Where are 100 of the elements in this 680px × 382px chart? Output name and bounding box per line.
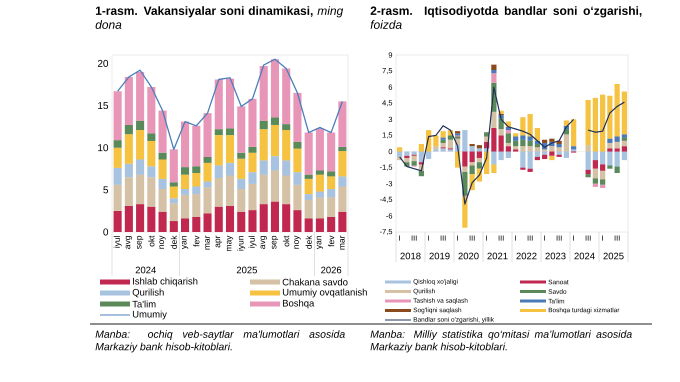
bar <box>498 129 504 136</box>
bar <box>147 87 156 134</box>
bar <box>293 172 302 185</box>
line-series <box>116 58 344 150</box>
bar <box>498 135 504 152</box>
chart-title: 1-rasm. Vakansiyalar soni dinamikasi, <box>96 6 313 18</box>
bar <box>513 146 518 150</box>
bar <box>476 145 482 148</box>
x-tick-label: noy <box>159 236 166 249</box>
bar <box>226 206 234 232</box>
bar <box>270 156 280 170</box>
bar <box>607 148 612 152</box>
bar <box>412 152 417 155</box>
chart-title: 2-rasm. Iqtisodiyotda bandlar soni o‘zgarishi, <box>370 6 642 18</box>
bar <box>607 165 612 169</box>
bar <box>433 146 438 150</box>
bar <box>304 174 313 179</box>
bar <box>192 216 200 232</box>
y-tick-label: 0 <box>103 228 108 236</box>
bar <box>338 186 346 212</box>
bar <box>338 176 346 186</box>
x-tick-label: iyun <box>237 236 246 250</box>
bar <box>248 98 257 147</box>
legend-label: Qurilish <box>132 288 164 298</box>
text: 2022 <box>516 252 537 260</box>
y-tick-label: 10 <box>98 144 108 152</box>
bar <box>622 134 627 138</box>
bar <box>586 174 591 178</box>
x-tick-label: fev <box>193 236 200 247</box>
bar <box>528 114 533 137</box>
bar <box>270 170 280 202</box>
bar <box>622 146 627 152</box>
text: Manba: Milliy statistika qo‘mitasi ma’lumotlari asosida Markaziy bank hisob-kitoblari. <box>370 330 632 352</box>
bar <box>237 178 246 190</box>
bar <box>564 152 569 158</box>
bar <box>124 134 133 164</box>
bar <box>248 152 257 172</box>
legend-label: Chakana savdo <box>282 278 348 286</box>
bar <box>170 182 178 186</box>
bar <box>170 221 178 232</box>
bar <box>158 152 167 160</box>
bar <box>124 164 133 178</box>
bar <box>124 177 133 206</box>
x-tick-label: iyul <box>248 236 256 248</box>
bar <box>226 135 234 163</box>
bar <box>571 119 576 146</box>
bar <box>203 181 212 188</box>
bar <box>491 112 496 128</box>
bar <box>136 130 144 160</box>
bar <box>338 212 346 232</box>
bar <box>316 174 324 192</box>
bar <box>114 91 122 140</box>
bar <box>600 170 606 180</box>
bar <box>534 156 540 160</box>
bar <box>592 168 598 178</box>
bar <box>338 151 346 176</box>
bar <box>192 194 200 217</box>
bar <box>404 158 410 162</box>
bar <box>282 130 290 160</box>
bar <box>214 79 223 130</box>
bar <box>293 92 302 142</box>
x-tick-label: noy <box>294 236 301 249</box>
bar <box>506 152 511 158</box>
text: 2025 <box>603 252 624 260</box>
bar <box>470 146 475 152</box>
x-tick-label: yan <box>182 236 188 250</box>
bar <box>136 174 144 204</box>
bar <box>203 187 212 214</box>
bar <box>158 160 167 179</box>
bar <box>614 148 620 152</box>
bar <box>549 138 554 142</box>
bar <box>607 96 612 139</box>
x-tick-label: mar <box>340 236 345 250</box>
bar <box>614 142 620 148</box>
bar <box>304 194 313 200</box>
bar <box>114 168 122 185</box>
bar <box>397 147 402 152</box>
bar <box>124 206 133 232</box>
bar <box>192 173 200 186</box>
x-tick-label: avg <box>260 236 267 249</box>
bar <box>226 176 234 206</box>
bar <box>181 174 190 190</box>
bar <box>586 100 591 146</box>
bar <box>491 128 496 152</box>
bar <box>158 189 167 212</box>
bar <box>316 192 324 198</box>
legend-label: Umumiy ovqatlanish <box>282 288 367 298</box>
bar <box>248 172 257 184</box>
bar <box>440 148 446 152</box>
bar <box>304 218 313 232</box>
bar <box>192 186 200 194</box>
bar <box>528 168 533 172</box>
bar <box>327 189 336 198</box>
bar <box>114 210 122 232</box>
x-tick-label: fev <box>328 236 334 247</box>
bar <box>282 204 290 232</box>
bar <box>214 206 223 232</box>
bar <box>614 136 620 142</box>
bar <box>158 212 167 232</box>
bar <box>448 140 453 148</box>
